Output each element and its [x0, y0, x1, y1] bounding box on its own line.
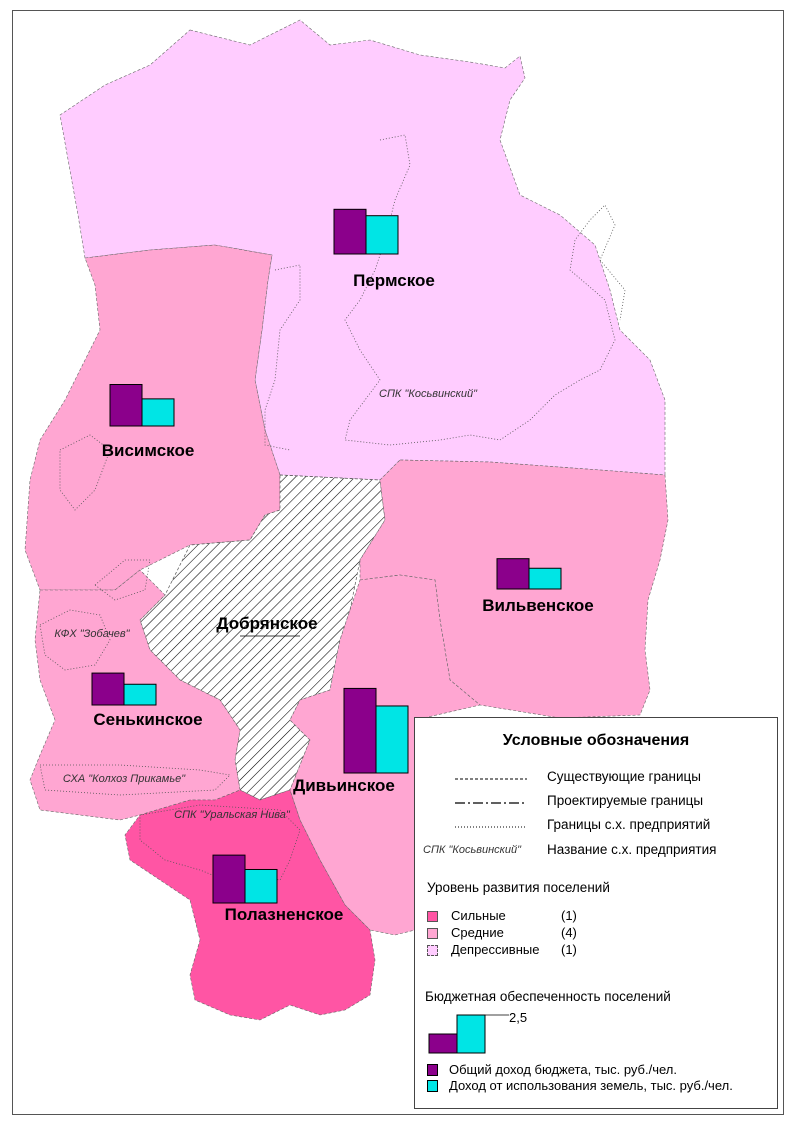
- legend-line-enterprise-label: Границы с.х. предприятий: [547, 817, 711, 832]
- legend-level-strong-count: (1): [561, 908, 577, 923]
- label-polaznenskoe: Полазненское: [225, 905, 344, 924]
- label-vilvenskoe: Вильвенское: [482, 596, 594, 615]
- legend-level-strong-label: Сильные: [451, 908, 506, 923]
- label-visimskoe: Висимское: [102, 441, 195, 460]
- legend-line-projected: [455, 802, 527, 804]
- legend-level-medium-label: Средние: [451, 925, 504, 940]
- label-permskoe: Пермское: [353, 271, 435, 290]
- legend-title: Условные обозначения: [502, 732, 690, 749]
- enterprise-boundaries: [39, 134, 626, 881]
- enterprise-label-zobachev: КФХ "Зобачев": [54, 628, 130, 640]
- legend-enterprise-name-label: Название с.х. предприятия: [547, 842, 717, 857]
- label-divinskoe: Дивьинское: [293, 776, 395, 795]
- legend-bar-total-label: Общий доход бюджета, тыс. руб./чел.: [449, 1062, 677, 1077]
- legend-bar-sample: [428, 1014, 509, 1054]
- bar-total-3: [91, 672, 125, 706]
- legend-line-enterprise: [455, 826, 527, 828]
- legend-bar-land-swatch: [427, 1080, 438, 1092]
- bar-land-4: [375, 705, 409, 774]
- enterprise-label-prikamye: СХА "Колхоз Прикамье": [63, 773, 186, 785]
- legend-levels-title: Уровень развития поселений: [427, 880, 610, 895]
- legend-enterprise-sample: СПК "Косьвинский": [423, 844, 521, 856]
- bar-total-4: [343, 687, 377, 774]
- label-senkinskoe: Сенькинское: [93, 710, 202, 729]
- legend-scale-value: 2,5: [509, 1010, 528, 1025]
- bar-land-2: [528, 567, 562, 590]
- legend-line-existing: [455, 778, 527, 780]
- legend-swatch-medium: [427, 928, 438, 939]
- legend-bar-total-swatch: [427, 1064, 438, 1076]
- legend-swatch-depressed: [427, 945, 438, 956]
- legend-swatch-strong: [427, 911, 438, 922]
- enterprise-label-uralskaya-niva: СПК "Уральская Нива": [174, 809, 291, 821]
- bar-total-1: [109, 384, 143, 427]
- legend-level-depressed-label: Депрессивные: [451, 942, 540, 957]
- bar-total-0: [333, 208, 367, 255]
- legend-budget-title: Бюджетная обеспеченность поселений: [425, 989, 671, 1004]
- map-legend: Условные обозначения Существующие границ…: [414, 717, 778, 1109]
- legend-level-medium-count: (4): [561, 925, 577, 940]
- bar-land-5: [244, 868, 278, 904]
- bar-land-0: [365, 215, 399, 255]
- label-dobryanskoe: Добрянское: [216, 614, 317, 633]
- enterprise-label-kosvinsky: СПК "Косьвинский": [379, 388, 478, 400]
- legend-level-depressed-count: (1): [561, 942, 577, 957]
- bar-land-3: [123, 683, 157, 706]
- legend-line-existing-label: Существующие границы: [547, 769, 701, 784]
- region-polaznenskoe[interactable]: [124, 789, 376, 1021]
- map-frame: [12, 10, 784, 1115]
- legend-line-projected-label: Проектируемые границы: [547, 793, 704, 808]
- bar-land-1: [141, 398, 175, 427]
- legend-bar-land-label: Доход от использования земель, тыс. руб.…: [449, 1078, 733, 1093]
